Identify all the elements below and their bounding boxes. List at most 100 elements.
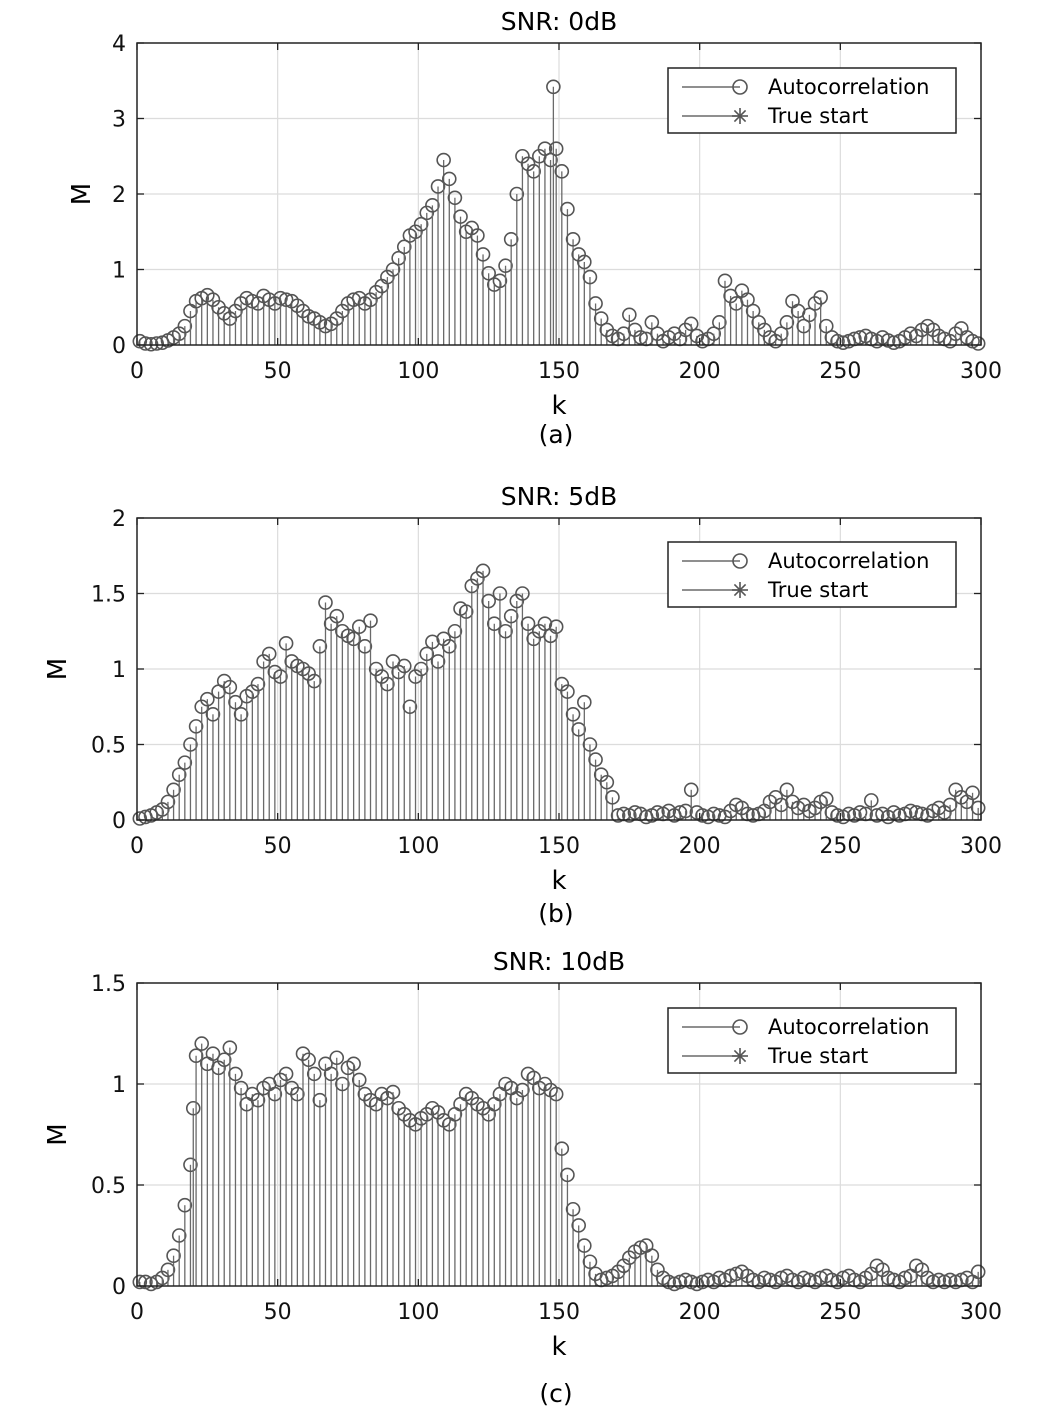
y-tick-label: 1 [112,658,126,683]
stem-marker [351,1072,367,1088]
stem-marker [605,790,620,805]
y-tick-label: 0.5 [91,734,126,759]
stem-marker [273,669,288,684]
stem-marker [306,1066,322,1082]
x-tick-label: 200 [679,1300,721,1325]
stem-marker [177,1197,193,1213]
stem-marker [908,805,924,820]
stem-marker [577,254,592,270]
stem-marker [712,315,727,330]
stem-marker [222,1040,238,1055]
stem-marker [396,239,412,255]
stem-marker [526,164,541,179]
stem-marker [228,694,243,710]
stem-marker [582,269,598,285]
y-tick-label: 3 [112,108,126,133]
stem-marker [779,315,795,330]
stem-marker [554,164,570,179]
stem-marker [188,1048,204,1064]
stem-marker [498,623,513,639]
stem-marker [290,1086,305,1102]
stem-marker [149,336,164,351]
stem-marker [233,706,249,722]
stem-marker [318,595,333,610]
y-tick-label: 2 [112,183,126,208]
x-tick-label: 250 [819,834,861,859]
stem-marker [188,719,204,734]
stem-marker [965,785,980,801]
y-tick-label: 0 [112,1275,126,1300]
x-axis-label: k [551,391,566,421]
stem-marker [267,1086,283,1102]
stem-marker [740,292,755,308]
stem-marker [475,247,491,262]
legend-asterisk-marker [732,108,748,124]
stem-marker [779,782,795,798]
asterisk-stroke [733,109,747,123]
stem-marker [132,1274,148,1290]
stem-marker [869,808,885,823]
stem-marker [312,639,328,654]
stem-marker [903,803,918,819]
stem-marker [177,318,193,334]
x-tick-label: 300 [960,1300,1002,1325]
stem-marker [346,1056,361,1072]
legend-asterisk-marker [732,1048,748,1064]
y-axis-label: M [67,183,97,205]
x-tick-label: 200 [679,834,721,859]
stem-marker [185,1100,201,1116]
stem-marker [250,676,266,692]
x-tick-label: 250 [819,359,861,384]
stem-marker [588,296,603,311]
y-tick-label: 1.5 [91,583,126,608]
stem-marker [171,1228,187,1243]
stem-marker [171,767,187,783]
stem-marker [312,1092,328,1108]
stem-marker [306,673,322,689]
stem-marker [672,805,688,820]
stem-marker [548,619,564,635]
stem-marker [633,330,648,345]
stem-marker [560,684,575,699]
stem-marker [166,1248,181,1263]
x-tick-label: 300 [960,834,1002,859]
stem-marker [683,316,699,332]
stem-marker [430,654,446,669]
stem-marker [498,258,513,274]
stem-marker [194,1036,210,1051]
x-tick-label: 150 [538,834,580,859]
legend-circle-marker [732,79,748,95]
stem-marker [678,803,693,819]
stem-marker [425,634,440,650]
stem-marker [453,209,468,224]
stem-marker [706,326,722,341]
stem-marker [205,706,221,722]
stem-marker [802,307,817,323]
stem-marker [548,141,564,156]
stem-marker [329,608,345,624]
stem-marker [160,794,176,810]
stem-marker [813,290,828,305]
stem-marker [745,303,761,319]
stem-marker [818,318,834,334]
stem-marker [261,646,277,662]
stem-marker [571,1218,586,1233]
stem-marker [830,333,845,349]
legend: Autocorrelation True start [667,67,957,134]
legend-label-true-start: True start [767,104,868,128]
y-tick-label: 1.5 [91,972,126,997]
stem-marker [166,782,181,798]
stem-marker [683,782,699,798]
x-tick-label: 150 [538,359,580,384]
stem-marker [565,232,581,247]
stem-marker [396,658,412,674]
stem-marker [441,639,457,654]
stem-marker [537,616,553,632]
stem-marker [335,1076,350,1092]
stem-marker [588,752,603,767]
stem-marker [205,1046,221,1061]
stem-marker [773,326,789,341]
stem-marker [593,311,609,326]
stem-marker [346,631,361,647]
stem-marker [942,797,958,813]
